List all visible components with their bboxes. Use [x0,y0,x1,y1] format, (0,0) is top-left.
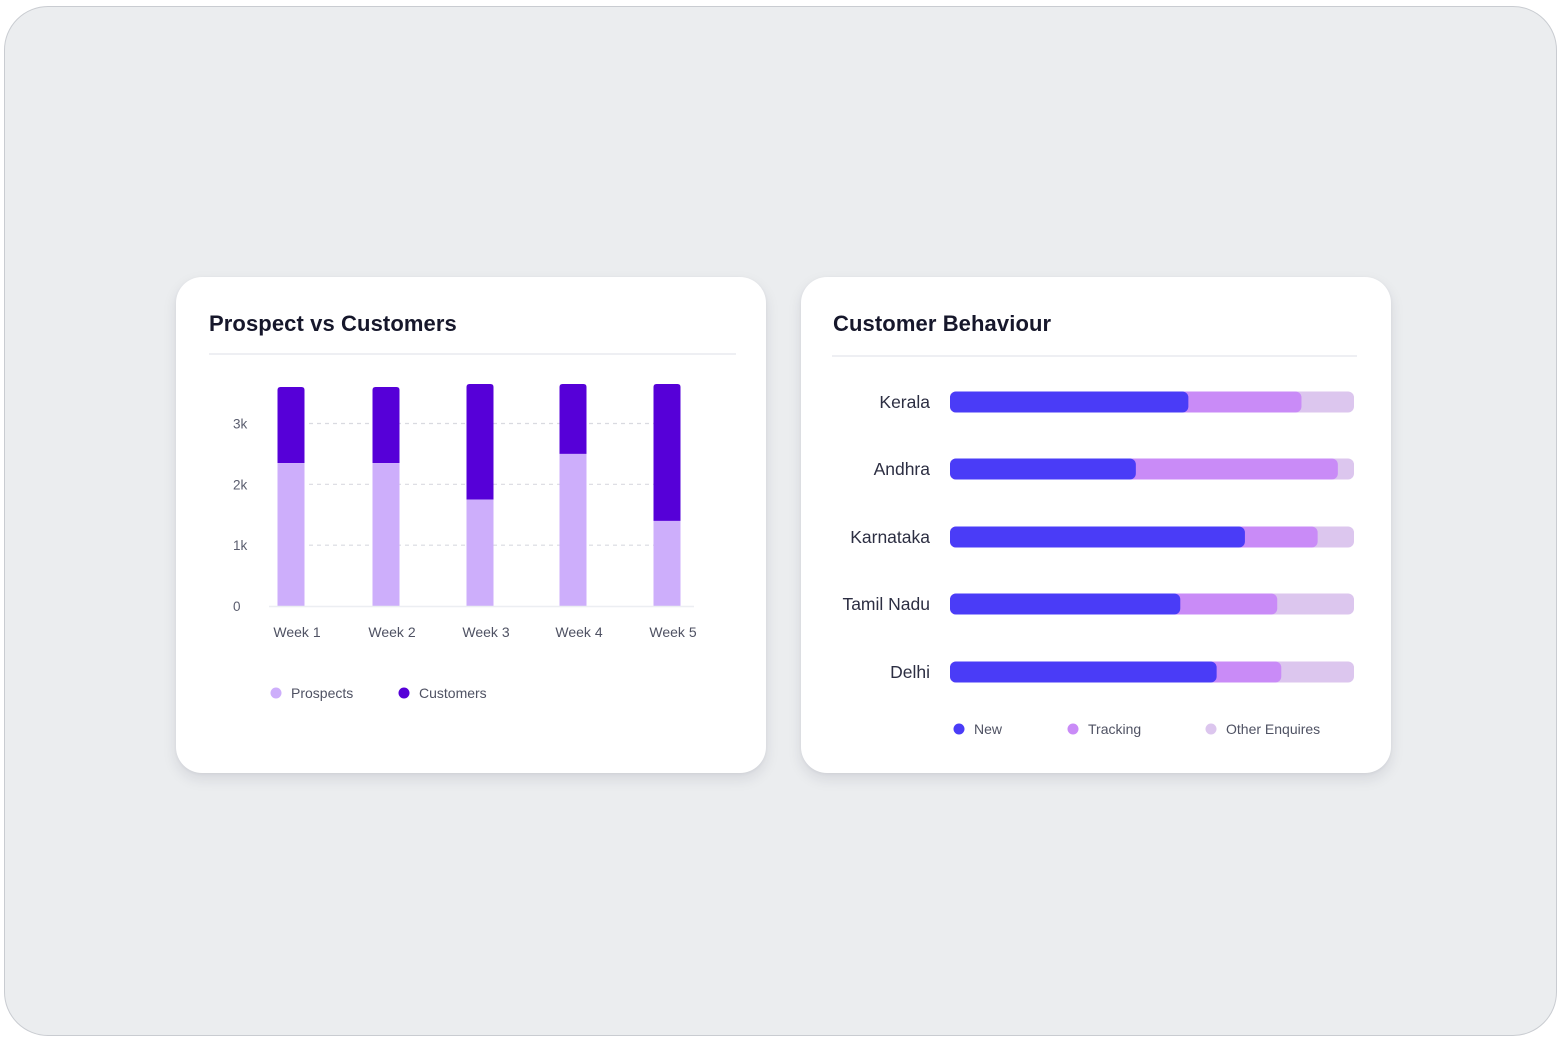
page-frame: Prospect vs Customers 0 1k 2k 3k Week 1 Week … [4,6,1557,1036]
card-title: Prospect vs Customers [209,311,457,336]
legend-dot [1067,723,1079,735]
legend-label-customers: Customers [419,685,487,701]
customer-behaviour-card: Customer Behaviour Kerala Andhra Karnataka… [801,277,1391,773]
bar-customers-2 [372,387,400,464]
legend-label-prospects: Prospects [291,685,353,701]
x-tick-label: Week 4 [555,624,602,640]
bar-prospects-5 [653,520,681,606]
y-tick-label: 2k [233,477,248,492]
customer-behaviour-chart: Kerala Andhra Karnataka Tamil Nadu Delhi New T… [842,391,1354,737]
legend-label-other-enquires: Other Enquires [1226,721,1320,737]
prospect-vs-customers-chart: 0 1k 2k 3k Week 1 Week 2 Week 3 Week 4 Week 5 Pro… [233,383,697,701]
prospect-vs-customers-card: Prospect vs Customers 0 1k 2k 3k Week 1 Week … [176,277,766,773]
row-label: Kerala [879,392,930,412]
legend-label-tracking: Tracking [1088,721,1141,737]
x-tick-label: Week 5 [649,624,696,640]
bar-new-tamil-nadu [950,593,1181,615]
bar-new-delhi [950,661,1217,683]
row-label: Delhi [890,662,930,682]
bar-new-kerala [950,391,1189,413]
bar-prospects-2 [372,463,400,606]
row-label: Tamil Nadu [842,594,930,614]
bar-customers-3 [466,383,494,500]
y-tick-label: 3k [233,417,248,432]
bar-prospects-4 [559,453,587,606]
bar-prospects-3 [466,499,494,606]
card-title: Customer Behaviour [833,311,1052,336]
bar-customers-5 [653,383,681,521]
legend-label-new: New [974,721,1003,737]
row-label: Andhra [874,459,931,479]
bar-new-andhra [950,458,1136,480]
y-tick-label: 1k [233,538,248,553]
legend-dot [1205,723,1217,735]
bar-customers-1 [277,387,305,464]
legend-dot [953,723,965,735]
bar-customers-4 [559,383,587,454]
x-tick-label: Week 3 [462,624,509,640]
card-divider [832,355,1357,357]
legend-dot [270,687,282,699]
bar-prospects-1 [277,463,305,606]
bar-new-karnataka [950,526,1245,548]
row-label: Karnataka [850,527,930,547]
x-tick-label: Week 1 [273,624,320,640]
card-divider [209,353,736,355]
legend-dot [398,687,410,699]
y-tick-label: 0 [233,599,241,614]
x-tick-label: Week 2 [368,624,415,640]
